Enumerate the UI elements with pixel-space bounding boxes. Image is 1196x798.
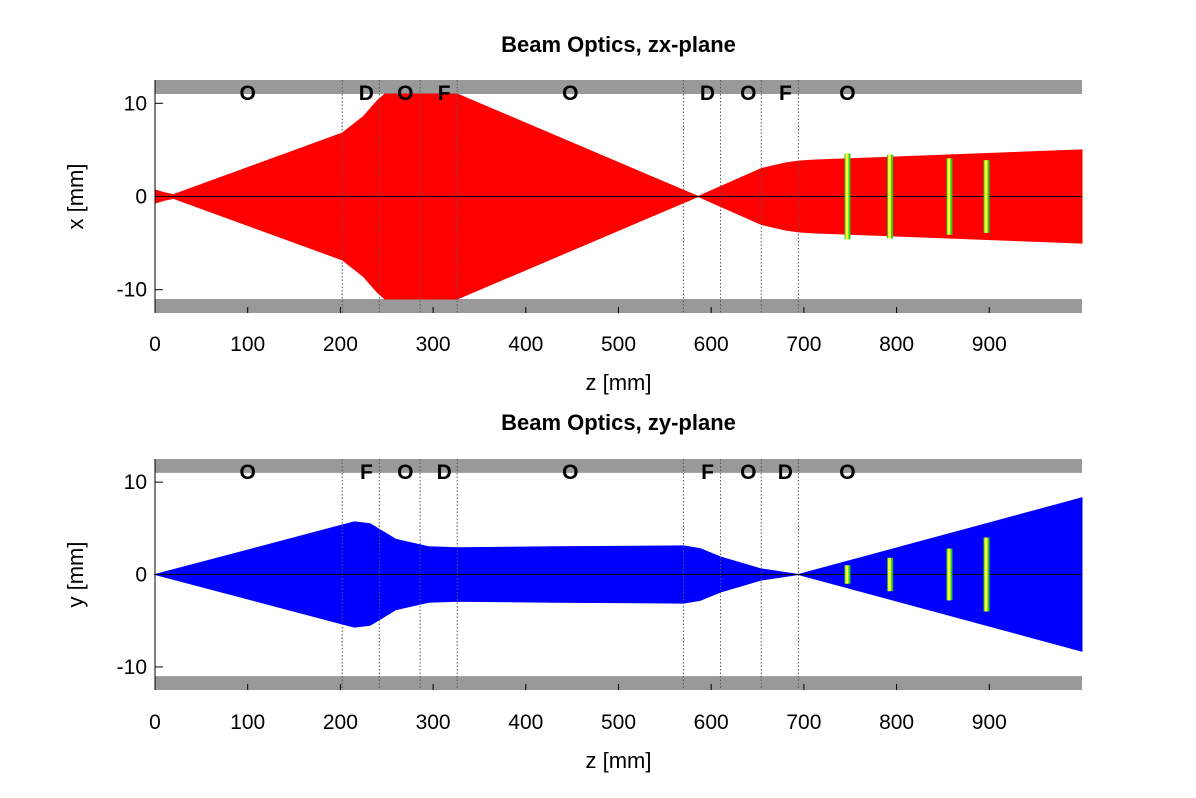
x-tick-label: 100 bbox=[230, 711, 265, 734]
y-tick-label: 0 bbox=[135, 564, 147, 587]
y-axis-label-zy: y [mm] bbox=[63, 542, 88, 608]
x-tick-label: 0 bbox=[149, 711, 161, 734]
x-axis-label-zx: z [mm] bbox=[586, 370, 652, 395]
element-label: O bbox=[240, 82, 256, 105]
element-label: O bbox=[240, 461, 256, 484]
x-tick-label: 300 bbox=[416, 711, 451, 734]
x-tick-label: 500 bbox=[601, 711, 636, 734]
detector-marker bbox=[845, 153, 849, 240]
element-label: O bbox=[397, 82, 413, 105]
x-tick-label: 800 bbox=[879, 711, 914, 734]
aperture-top-band bbox=[155, 459, 1082, 473]
y-tick-label: -10 bbox=[117, 279, 147, 302]
x-tick-label: 800 bbox=[879, 333, 914, 356]
x-axis-label-zy: z [mm] bbox=[586, 748, 652, 773]
aperture-top-band bbox=[155, 80, 1082, 94]
x-tick-label: 900 bbox=[972, 333, 1007, 356]
element-label: O bbox=[740, 82, 756, 105]
x-tick-label: 200 bbox=[323, 333, 358, 356]
element-label: D bbox=[778, 461, 793, 484]
x-tick-label: 400 bbox=[508, 711, 543, 734]
x-tick-label: 0 bbox=[149, 333, 161, 356]
detector-marker bbox=[888, 154, 892, 239]
element-label: D bbox=[700, 82, 715, 105]
element-label: O bbox=[740, 461, 756, 484]
chart-title-zx: Beam Optics, zx-plane bbox=[501, 32, 736, 57]
x-tick-label: 700 bbox=[786, 333, 821, 356]
y-tick-label: -10 bbox=[117, 656, 147, 679]
y-tick-label: 10 bbox=[124, 92, 147, 115]
chart-title-zy: Beam Optics, zy-plane bbox=[501, 410, 736, 435]
x-tick-label: 600 bbox=[694, 333, 729, 356]
detector-marker bbox=[984, 537, 988, 612]
aperture-bottom-band bbox=[155, 299, 1082, 313]
x-tick-label: 500 bbox=[601, 333, 636, 356]
element-label: O bbox=[562, 461, 578, 484]
element-label: O bbox=[562, 82, 578, 105]
element-label: D bbox=[437, 461, 452, 484]
element-label: D bbox=[359, 82, 374, 105]
detector-marker bbox=[888, 557, 892, 592]
x-tick-label: 900 bbox=[972, 711, 1007, 734]
detector-marker bbox=[947, 158, 951, 235]
aperture-bottom-band bbox=[155, 676, 1082, 690]
element-label: O bbox=[397, 461, 413, 484]
x-tick-label: 100 bbox=[230, 333, 265, 356]
x-tick-label: 300 bbox=[416, 333, 451, 356]
element-label: F bbox=[360, 461, 373, 484]
detector-marker bbox=[947, 548, 951, 601]
y-tick-label: 10 bbox=[124, 471, 147, 494]
detector-marker bbox=[845, 565, 849, 584]
element-label: O bbox=[839, 461, 855, 484]
element-label: F bbox=[701, 461, 714, 484]
x-tick-label: 400 bbox=[508, 333, 543, 356]
y-tick-label: 0 bbox=[135, 186, 147, 209]
detector-marker bbox=[984, 160, 988, 233]
x-tick-label: 600 bbox=[694, 711, 729, 734]
element-label: O bbox=[839, 82, 855, 105]
element-label: F bbox=[779, 82, 792, 105]
element-label: F bbox=[438, 82, 451, 105]
y-axis-label-zx: x [mm] bbox=[63, 164, 88, 230]
x-tick-label: 200 bbox=[323, 711, 358, 734]
x-tick-label: 700 bbox=[786, 711, 821, 734]
